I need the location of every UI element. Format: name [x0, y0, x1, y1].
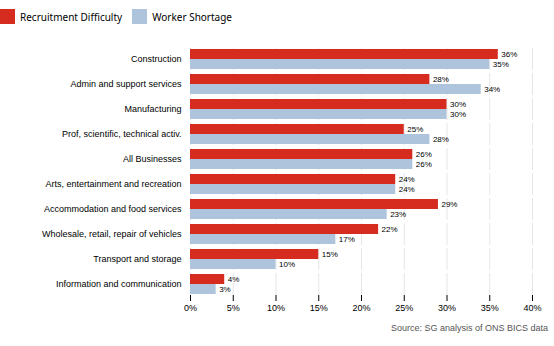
svg-text:30%: 30%	[438, 303, 456, 313]
svg-text:Accommodation and food service: Accommodation and food services	[44, 204, 182, 214]
svg-text:4%: 4%	[228, 275, 240, 284]
svg-text:36%: 36%	[501, 50, 517, 59]
svg-text:30%: 30%	[450, 100, 466, 109]
svg-text:35%: 35%	[481, 303, 499, 313]
svg-text:29%: 29%	[441, 200, 457, 209]
svg-text:Construction: Construction	[131, 54, 182, 64]
svg-text:0%: 0%	[184, 303, 197, 313]
svg-text:Prof, scientific, technical ac: Prof, scientific, technical activ.	[62, 129, 181, 139]
svg-text:10%: 10%	[279, 260, 295, 269]
svg-text:Admin and support services: Admin and support services	[70, 79, 182, 89]
svg-text:28%: 28%	[433, 75, 449, 84]
svg-text:15%: 15%	[310, 303, 328, 313]
svg-text:All Businesses: All Businesses	[123, 154, 182, 164]
svg-text:22%: 22%	[382, 225, 398, 234]
svg-text:35%: 35%	[493, 60, 509, 69]
svg-text:24%: 24%	[399, 175, 415, 184]
svg-text:25%: 25%	[407, 125, 423, 134]
svg-text:Transport and storage: Transport and storage	[93, 254, 181, 264]
svg-text:24%: 24%	[399, 185, 415, 194]
svg-text:26%: 26%	[416, 160, 432, 169]
svg-text:23%: 23%	[390, 210, 406, 219]
svg-text:20%: 20%	[352, 303, 370, 313]
svg-text:15%: 15%	[322, 250, 338, 259]
svg-text:30%: 30%	[450, 110, 466, 119]
svg-text:3%: 3%	[219, 285, 231, 294]
html-text:Worker Shortage: Worker Shortage	[152, 9, 232, 24]
svg-text:Wholesale, retail, repair of v: Wholesale, retail, repair of vehicles	[42, 229, 182, 239]
svg-text:Manufacturing: Manufacturing	[124, 104, 181, 114]
svg-text:28%: 28%	[433, 135, 449, 144]
svg-text:17%: 17%	[339, 235, 355, 244]
svg-text:5%: 5%	[227, 303, 240, 313]
svg-text:Information and communication: Information and communication	[56, 279, 182, 289]
svg-text:25%: 25%	[395, 303, 413, 313]
svg-text:26%: 26%	[416, 150, 432, 159]
svg-text:40%: 40%	[523, 303, 541, 313]
svg-text:Arts, entertainment and recrea: Arts, entertainment and recreation	[45, 179, 181, 189]
svg-text:34%: 34%	[484, 85, 500, 94]
svg-text:10%: 10%	[267, 303, 285, 313]
html-text:Source: SG analysis of ONS BIC: Source: SG analysis of ONS BICS data	[390, 323, 548, 333]
html-text:Recruitment Difficulty: Recruitment Difficulty	[20, 9, 123, 24]
